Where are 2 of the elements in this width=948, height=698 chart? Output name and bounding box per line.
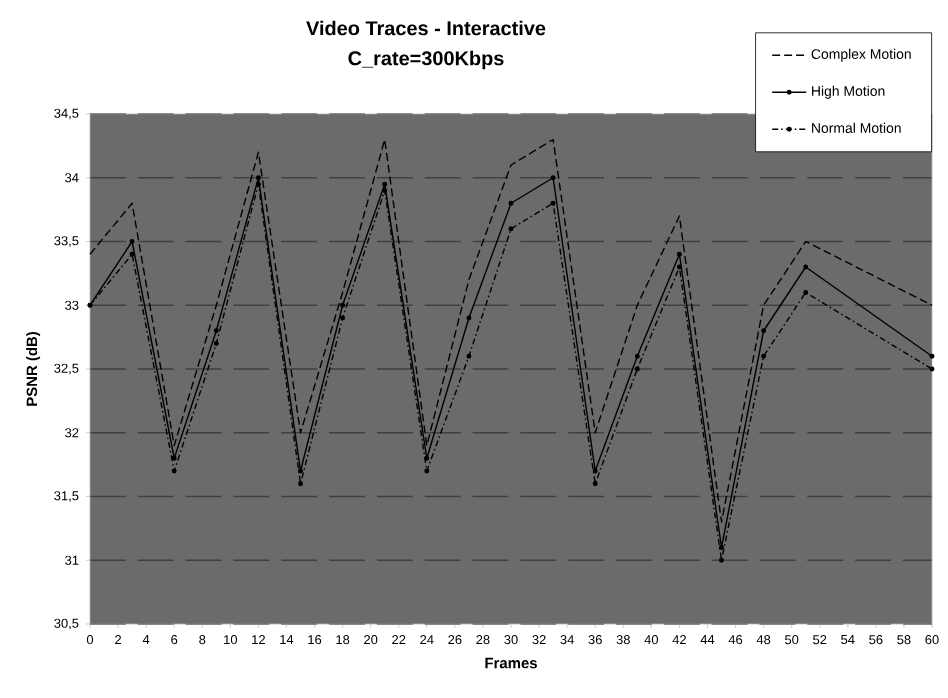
chart-title: Video Traces - Interactive: [306, 20, 546, 36]
chart-subtitle: C_rate=300Kbps: [348, 50, 504, 70]
